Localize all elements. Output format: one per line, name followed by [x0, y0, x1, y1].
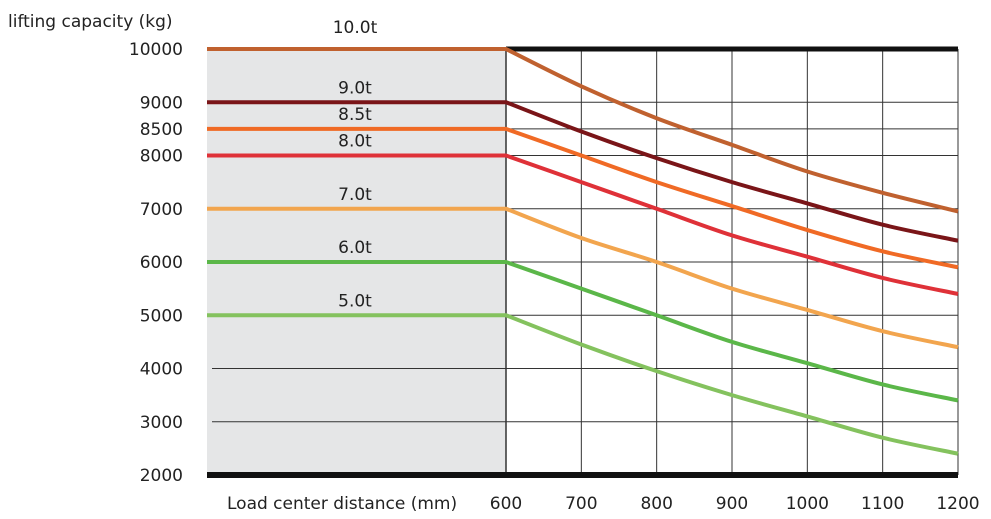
y-tick-label: 3000 [140, 413, 183, 433]
y-tick-label: 4000 [140, 360, 183, 380]
x-tick-label: 1000 [786, 494, 829, 514]
tick-label-layer: 2000 3000 4000 5000 6000 7000 8000 8500 9000 1000… [129, 40, 980, 514]
series-label: 5.0t [338, 291, 372, 311]
y-tick-label: 10000 [129, 40, 183, 60]
series-layer [207, 47, 959, 456]
x-tick-label: 1100 [861, 494, 904, 514]
series-line [207, 153, 959, 296]
x-tick-label: 1200 [936, 494, 979, 514]
x-tick-label: 800 [640, 494, 672, 514]
x-tick-label: 700 [565, 494, 597, 514]
series-label-layer: 10.0t 9.0t 8.5t 8.0t 7.0t 6.0t 5.0t [333, 18, 378, 311]
series-line [207, 126, 959, 270]
series-line [207, 313, 959, 456]
series-label: 8.5t [338, 105, 372, 125]
series-line [207, 47, 959, 214]
y-tick-label: 2000 [140, 466, 183, 486]
y-tick-label: 6000 [140, 253, 183, 273]
series-line [207, 206, 959, 350]
x-axis-label: Load center distance (mm) [227, 494, 457, 514]
y-tick-label: 5000 [140, 306, 183, 326]
series-label: 8.0t [338, 132, 372, 152]
y-tick-label: 9000 [140, 93, 183, 113]
series-label: 9.0t [338, 78, 372, 98]
x-tick-label: 900 [716, 494, 748, 514]
series-label: 10.0t [333, 18, 378, 38]
series-label: 7.0t [338, 185, 372, 205]
series-line [207, 100, 959, 243]
series-label: 6.0t [338, 238, 372, 258]
y-tick-label: 8500 [140, 120, 183, 140]
y-tick-label: 7000 [140, 200, 183, 220]
y-axis-label: lifting capacity (kg) [8, 12, 173, 32]
x-tick-label: 600 [490, 494, 522, 514]
y-tick-label: 8000 [140, 147, 183, 167]
series-line [207, 260, 959, 403]
